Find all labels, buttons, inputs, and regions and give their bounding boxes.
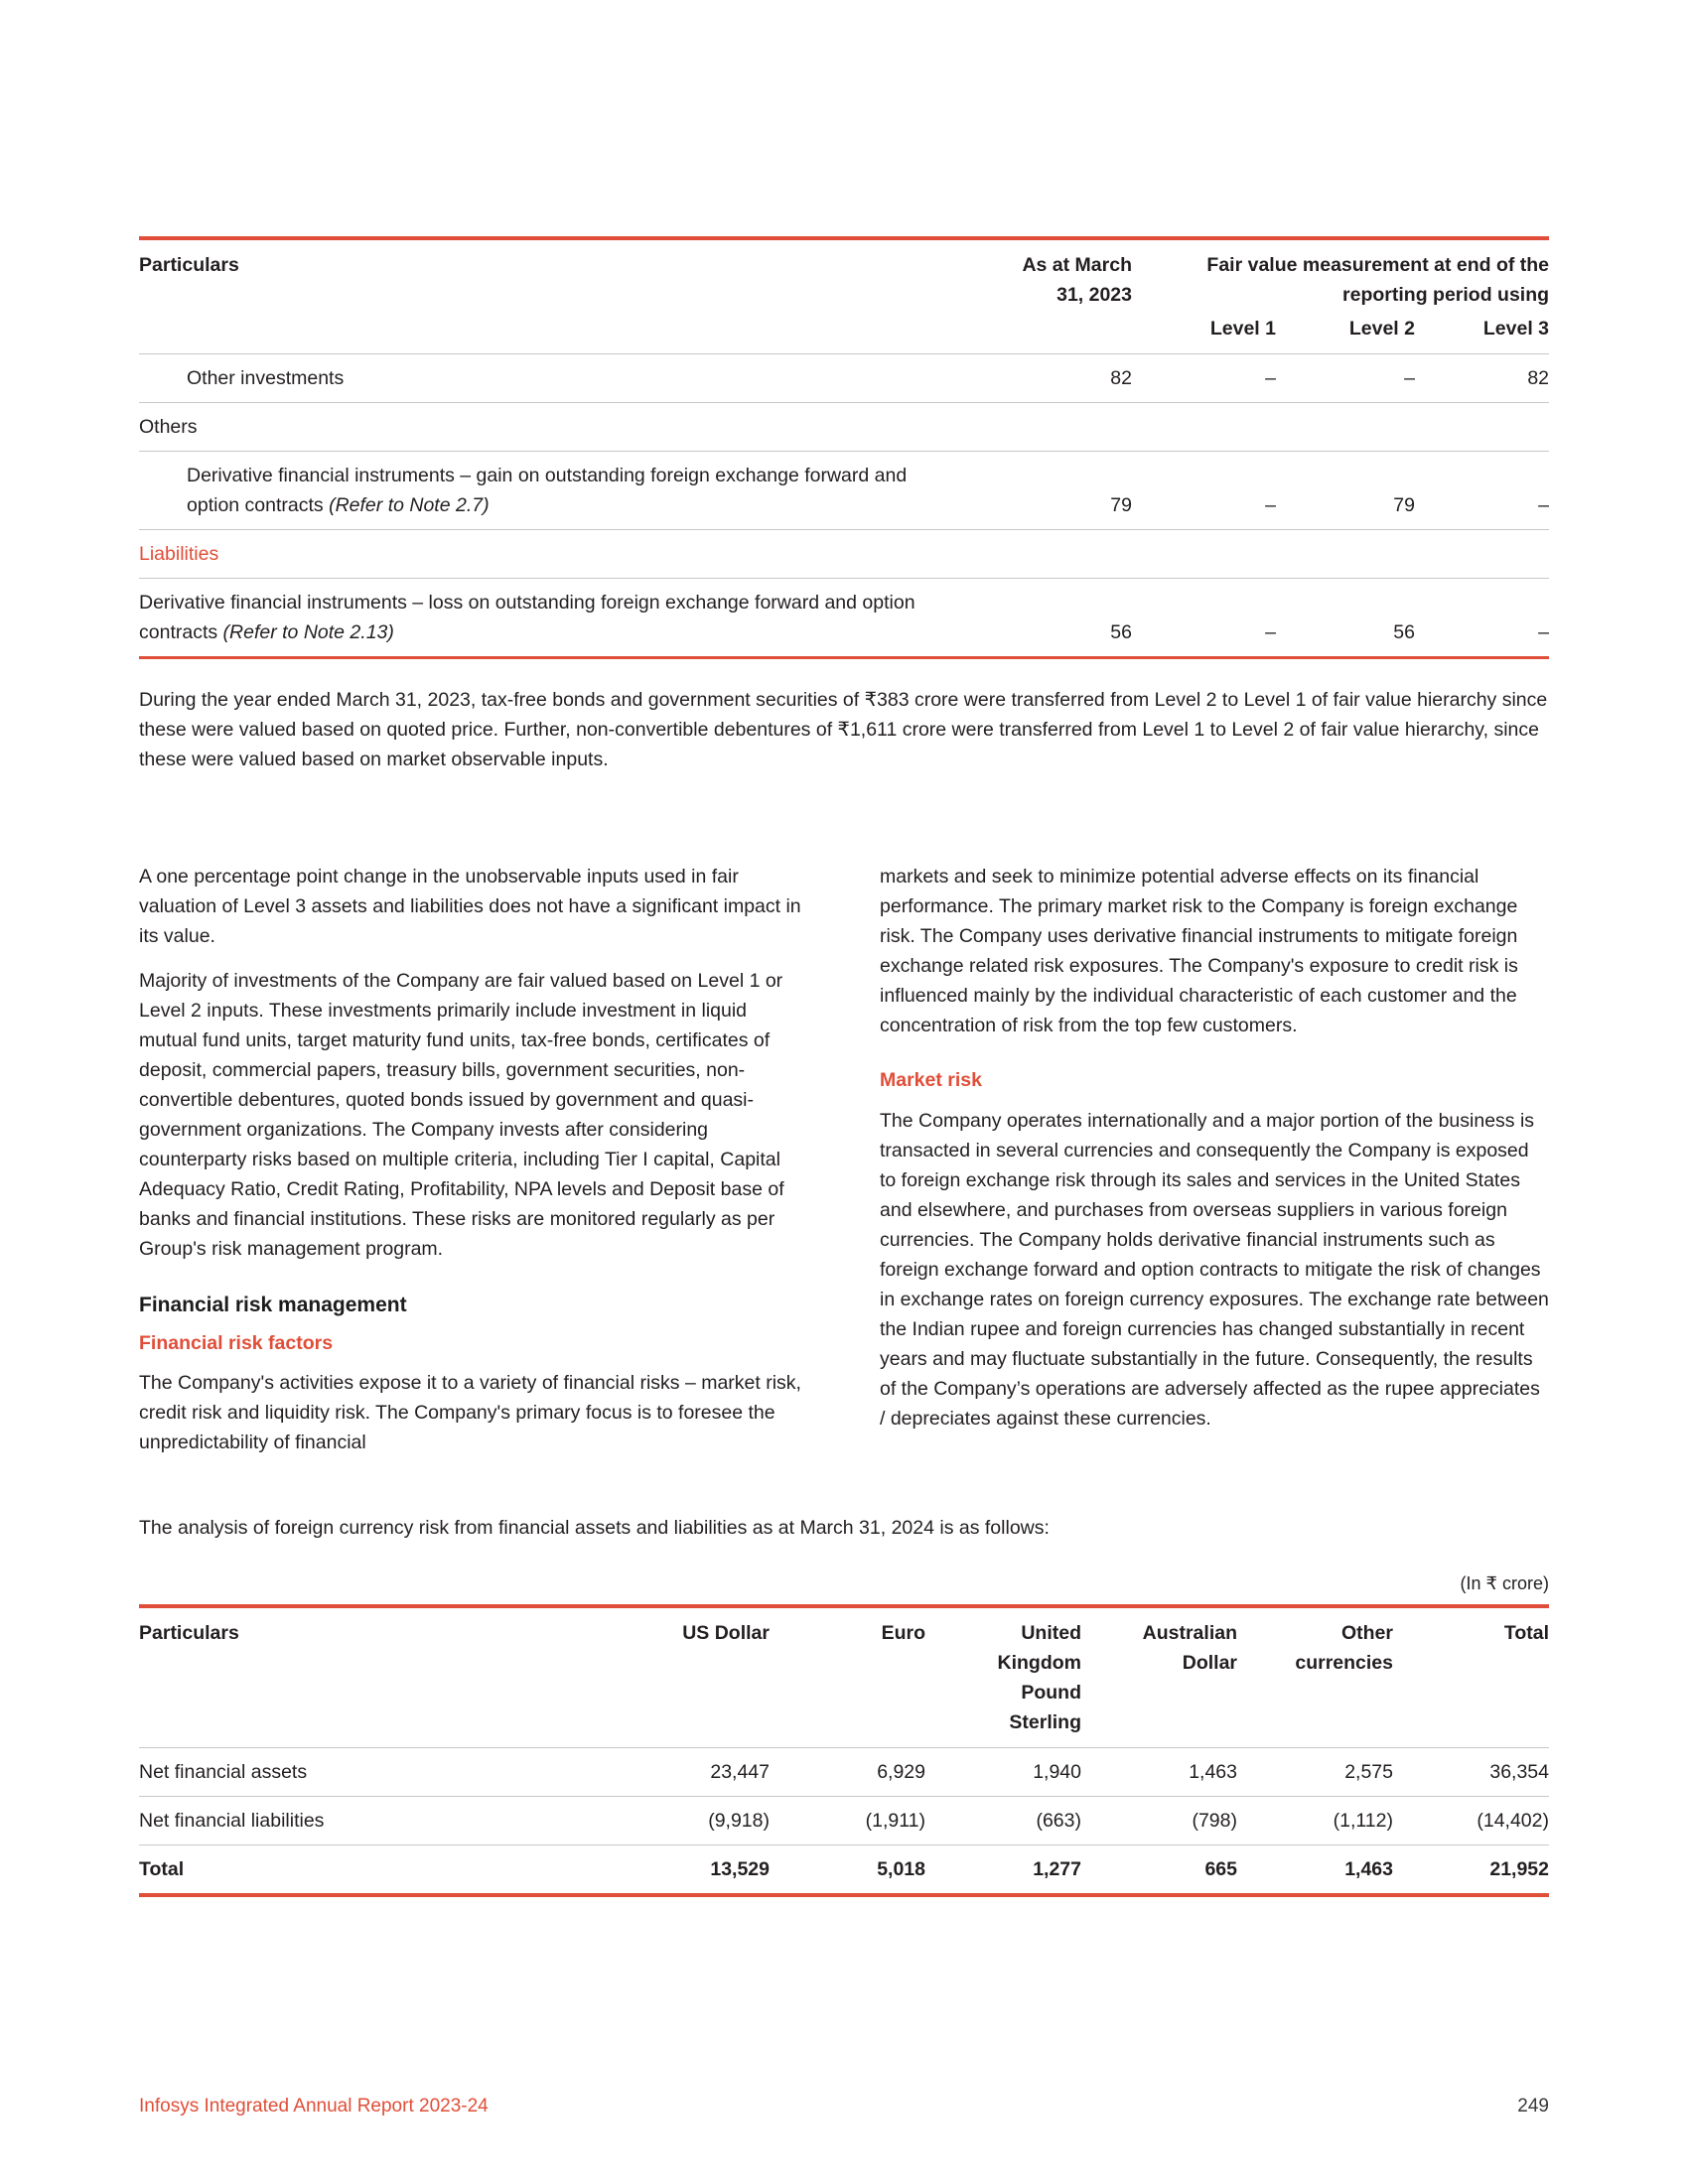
- row-label: Net financial liabilities: [139, 1796, 614, 1845]
- table-row-net-financial-liabilities: Net financial liabilities (9,918) (1,911…: [139, 1796, 1549, 1845]
- col-header-level3: Level 3: [1415, 312, 1550, 355]
- table-section-liabilities: Liabilities: [139, 529, 1550, 580]
- fair-value-table: Particulars As at March 31, 2023 Fair va…: [139, 235, 1550, 660]
- footer-page-number: 249: [1517, 2095, 1549, 2116]
- cell-as-at: 79: [953, 451, 1132, 531]
- cell-us-dollar: 23,447: [614, 1747, 770, 1797]
- section-label: Others: [139, 402, 1550, 453]
- table-row-net-financial-assets: Net financial assets 23,447 6,929 1,940 …: [139, 1747, 1549, 1797]
- cell-aud: 665: [1081, 1844, 1237, 1897]
- right-column: markets and seek to minimize potential a…: [880, 862, 1549, 1457]
- cell-us-dollar: 13,529: [614, 1844, 770, 1897]
- currency-table-header: Particulars US Dollar Euro United Kingdo…: [139, 1603, 1549, 1748]
- cell-aud: 1,463: [1081, 1747, 1237, 1797]
- heading-financial-risk-management: Financial risk management: [139, 1294, 407, 1317]
- row-label: Other investments: [139, 353, 953, 404]
- row-label: Derivative financial instruments – gain …: [139, 451, 953, 531]
- col-header-total: Total: [1393, 1603, 1549, 1748]
- subheading-financial-risk-factors: Financial risk factors: [139, 1331, 334, 1354]
- cell-aud: (798): [1081, 1796, 1237, 1845]
- cell-as-at: 82: [953, 353, 1132, 404]
- transfer-note-paragraph: During the year ended March 31, 2023, ta…: [139, 689, 1548, 771]
- table-row-other-investments: Other investments 82 – – 82: [139, 353, 1550, 404]
- cell-level1: –: [1132, 451, 1276, 531]
- cell-euro: 6,929: [770, 1747, 925, 1797]
- cell-other: 2,575: [1237, 1747, 1393, 1797]
- section-label: Liabilities: [139, 529, 1550, 580]
- cell-level1: –: [1132, 578, 1276, 660]
- right-para-markets: markets and seek to minimize potential a…: [880, 866, 1518, 1037]
- left-para-unobservable-inputs: A one percentage point change in the uno…: [139, 866, 801, 948]
- left-para-company-activities: The Company's activities expose it to a …: [139, 1372, 801, 1454]
- row-label-note: (Refer to Note 2.13): [222, 621, 394, 644]
- fair-value-table-subheader: Level 1 Level 2 Level 3: [139, 312, 1550, 355]
- currency-risk-intro: The analysis of foreign currency risk fr…: [139, 1517, 1050, 1540]
- col-header-us-dollar: US Dollar: [614, 1603, 770, 1748]
- col-header-euro: Euro: [770, 1603, 925, 1748]
- cell-ukps: 1,940: [925, 1747, 1081, 1797]
- cell-other: 1,463: [1237, 1844, 1393, 1897]
- row-label: Derivative financial instruments – loss …: [139, 578, 953, 660]
- cell-level3: 82: [1415, 353, 1550, 404]
- col-header-level1: Level 1: [1132, 312, 1276, 355]
- cell-as-at: 56: [953, 578, 1132, 660]
- right-para-market-risk-body: The Company operates internationally and…: [880, 1109, 1549, 1430]
- two-column-body: A one percentage point change in the uno…: [139, 862, 1549, 1457]
- row-label-text: Derivative financial instruments – gain …: [187, 465, 908, 517]
- footer-report-title: Infosys Integrated Annual Report 2023-24: [139, 2095, 489, 2116]
- row-label-note: (Refer to Note 2.7): [329, 494, 490, 517]
- table-row-derivative-gain: Derivative financial instruments – gain …: [139, 451, 1550, 531]
- row-label: Total: [139, 1844, 614, 1897]
- col-header-particulars: Particulars: [139, 1603, 614, 1748]
- cell-ukps: 1,277: [925, 1844, 1081, 1897]
- cell-total: 36,354: [1393, 1747, 1549, 1797]
- col-header-level2: Level 2: [1276, 312, 1415, 355]
- cell-level2: 56: [1276, 578, 1415, 660]
- table-section-others: Others: [139, 402, 1550, 453]
- cell-ukps: (663): [925, 1796, 1081, 1845]
- cell-us-dollar: (9,918): [614, 1796, 770, 1845]
- cell-total: (14,402): [1393, 1796, 1549, 1845]
- col-header-fv-group: Fair value measurement at end of the rep…: [1132, 235, 1550, 313]
- unit-note: (In ₹ crore): [1460, 1573, 1549, 1594]
- col-header-other-currencies: Other currencies: [1237, 1603, 1393, 1748]
- table-row-total: Total 13,529 5,018 1,277 665 1,463 21,95…: [139, 1844, 1549, 1897]
- page-footer: Infosys Integrated Annual Report 2023-24…: [139, 2092, 1549, 2120]
- cell-level1: –: [1132, 353, 1276, 404]
- cell-level2: –: [1276, 353, 1415, 404]
- cell-level3: –: [1415, 451, 1550, 531]
- left-para-majority-investments: Majority of investments of the Company a…: [139, 970, 784, 1261]
- col-header-as-at: As at March 31, 2023: [953, 236, 1132, 355]
- row-label-text: Derivative financial instruments – loss …: [139, 592, 915, 644]
- cell-level2: 79: [1276, 451, 1415, 531]
- table-row-derivative-loss: Derivative financial instruments – loss …: [139, 578, 1550, 660]
- col-header-particulars: Particulars: [139, 236, 953, 355]
- fair-value-table-header: Particulars As at March 31, 2023 Fair va…: [139, 235, 1550, 355]
- row-label: Net financial assets: [139, 1747, 614, 1797]
- cell-euro: 5,018: [770, 1844, 925, 1897]
- currency-risk-table: Particulars US Dollar Euro United Kingdo…: [139, 1603, 1549, 1897]
- left-column: A one percentage point change in the uno…: [139, 862, 808, 1457]
- subheading-market-risk: Market risk: [880, 1069, 982, 1092]
- cell-level3: –: [1415, 578, 1550, 660]
- cell-total: 21,952: [1393, 1844, 1549, 1897]
- cell-euro: (1,911): [770, 1796, 925, 1845]
- col-header-australian-dollar: Australian Dollar: [1081, 1603, 1237, 1748]
- col-header-uk-pound-sterling: United Kingdom Pound Sterling: [925, 1603, 1081, 1748]
- cell-other: (1,112): [1237, 1796, 1393, 1845]
